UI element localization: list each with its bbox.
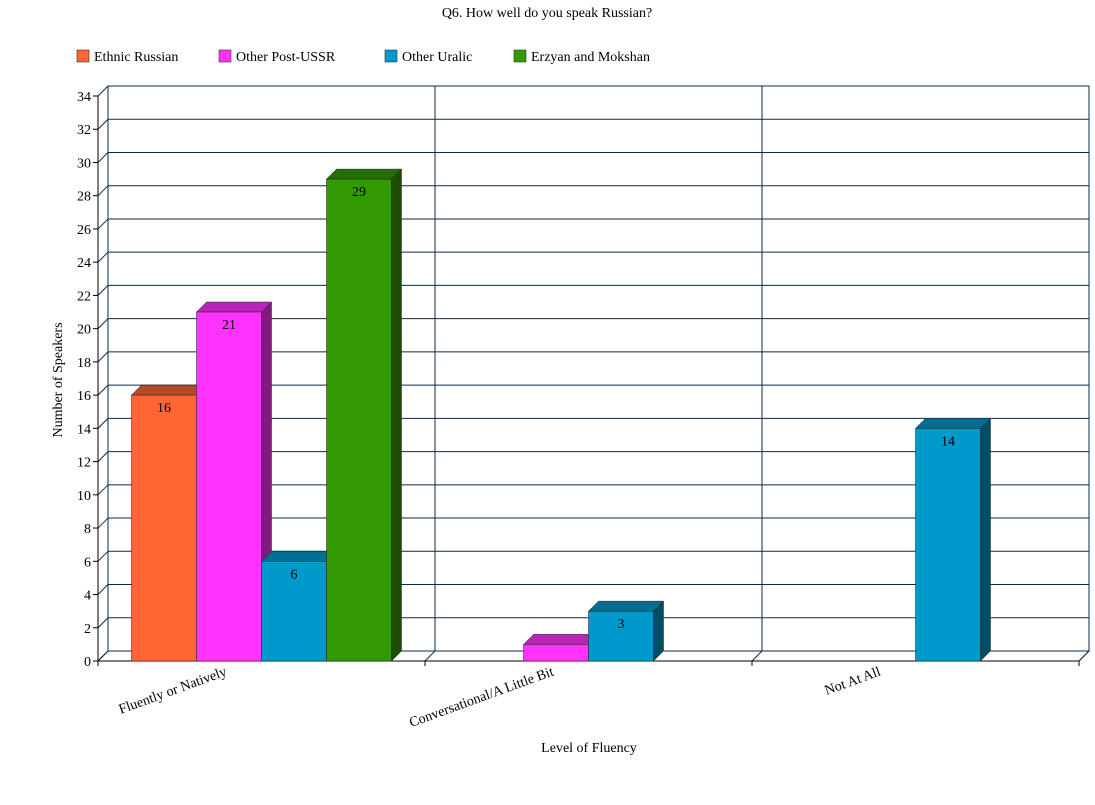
legend-label: Other Post-USSR (236, 50, 336, 65)
y-tick-label: 20 (77, 323, 91, 338)
legend-swatch (513, 49, 527, 63)
legend-swatch (76, 49, 90, 63)
legend-item: Erzyan and Mokshan (513, 49, 650, 65)
bar-top (130, 384, 208, 396)
bar-front (196, 311, 262, 662)
gridline-y-side (97, 484, 109, 496)
legend-item: Other Post-USSR (218, 49, 336, 65)
y-tick-label: 24 (77, 256, 91, 271)
data-label: 6 (291, 567, 298, 582)
gridline-y-side (97, 218, 109, 230)
bar-front (326, 178, 392, 662)
gridline-x-floor (97, 650, 109, 662)
gridline-y-side (97, 185, 109, 197)
gridline-y-side (97, 451, 109, 462)
bar-front (588, 610, 654, 662)
data-label: 16 (157, 401, 171, 416)
bar-side (653, 600, 664, 662)
gridline-y-side (97, 384, 109, 396)
legend-item: Other Uralic (384, 49, 472, 65)
y-tick-label: 12 (77, 456, 91, 471)
y-tick-label: 22 (77, 289, 91, 304)
legend-label: Ethnic Russian (94, 50, 178, 65)
bar: 16 (130, 384, 208, 662)
y-tick-label: 30 (77, 156, 91, 171)
y-tick-label: 32 (77, 123, 91, 138)
bar-front (131, 394, 197, 662)
y-tick-label: 6 (84, 555, 91, 570)
gridline-y-side (97, 318, 109, 330)
y-tick-label: 2 (84, 622, 91, 637)
y-tick-label: 8 (84, 522, 91, 537)
x-tick-label: Fluently or Natively (117, 665, 229, 718)
bar-front (261, 561, 327, 662)
bar (522, 633, 600, 662)
data-label: 21 (222, 318, 236, 333)
gridline-y-side (97, 285, 109, 296)
gridline-y-side (97, 351, 109, 363)
y-tick-label: 28 (77, 190, 91, 205)
bar-front (915, 428, 981, 662)
gridline-y-side (97, 617, 109, 629)
bar: 3 (587, 600, 665, 662)
y-tick-label: 34 (77, 90, 91, 105)
chart-title: Q6. How well do you speak Russian? (442, 6, 652, 21)
legend-label: Other Uralic (402, 50, 472, 65)
gridline-x-floor (1078, 650, 1090, 662)
bar-top (522, 634, 600, 645)
bar-top (195, 301, 273, 313)
legend-swatch (218, 49, 232, 63)
legend-item: Ethnic Russian (76, 49, 178, 65)
y-tick-label: 16 (77, 389, 91, 404)
gridline-x-floor (424, 650, 436, 662)
gridline-y-side (97, 584, 109, 595)
gridline-y-side (97, 152, 109, 163)
bar-top (260, 551, 338, 562)
y-tick-label: 10 (77, 489, 91, 504)
data-label: 29 (352, 185, 366, 200)
gridline-x-floor (751, 650, 763, 662)
bar-side (391, 168, 402, 662)
gridline-y-side (97, 550, 109, 562)
y-tick-label: 14 (77, 422, 91, 437)
bar-front (523, 644, 589, 662)
gridline-y-side (97, 118, 109, 130)
x-tick-label: Conversational/A Little Bit (407, 665, 555, 731)
data-label: 14 (941, 434, 955, 449)
y-tick-label: 26 (77, 223, 91, 238)
y-tick-label: 18 (77, 356, 91, 371)
x-tick-label: Not At All (823, 665, 883, 699)
y-tick-label: 0 (84, 655, 91, 670)
bar: 6 (260, 550, 338, 662)
gridline-y-side (97, 251, 109, 263)
bar: 14 (914, 417, 992, 662)
bar-top (587, 600, 665, 612)
bar-top (325, 168, 403, 180)
data-label: 3 (618, 617, 625, 632)
bar-side (980, 417, 991, 662)
gridline-y-side (97, 517, 109, 529)
plot-area: 02468101214161820222426283032341621629Fl… (77, 85, 1091, 731)
y-axis-title: Number of Speakers (51, 322, 66, 437)
legend: Ethnic Russian Other Post-USSR Other Urali… (76, 49, 650, 65)
bar-top (914, 418, 992, 429)
y-tick-label: 4 (84, 589, 91, 604)
bar: 29 (325, 168, 403, 662)
x-axis-title: Level of Fluency (541, 741, 637, 756)
gridline-y-side (97, 85, 109, 97)
bar: 21 (195, 301, 273, 662)
legend-label: Erzyan and Mokshan (531, 50, 650, 65)
gridline-y-side (97, 417, 109, 429)
legend-swatch (384, 49, 398, 63)
